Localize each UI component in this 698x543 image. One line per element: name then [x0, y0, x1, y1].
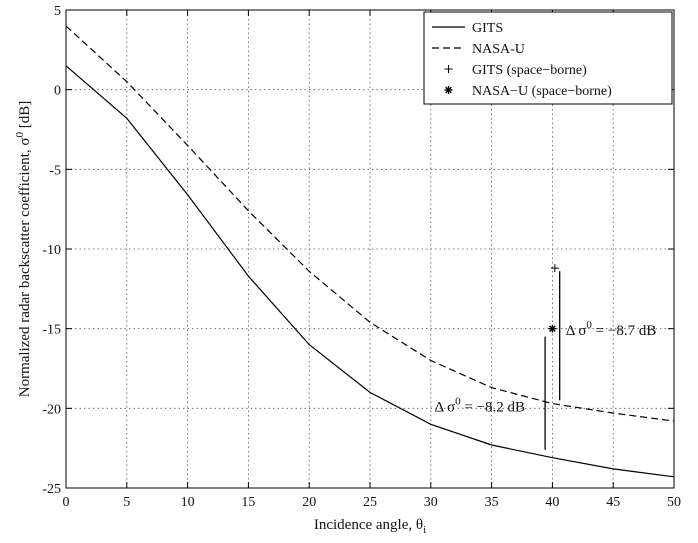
- legend-box: [423, 11, 673, 105]
- axis-ticks: [65, 9, 675, 489]
- y-tick-label: -5: [49, 163, 61, 178]
- x-tick-label: 20: [302, 495, 316, 510]
- y-tick-label: 5: [54, 4, 61, 19]
- legend-entry-nasa-u-space-borne: NASA−U (space−borne): [444, 84, 612, 99]
- legend-entry-gits: GITS: [432, 21, 503, 36]
- marker-stroke: [445, 86, 452, 94]
- x-tick-label: 10: [181, 495, 195, 510]
- x-tick-label: 30: [424, 495, 438, 510]
- y-tick-label: -15: [42, 323, 61, 338]
- legend-entry-nasa-u: NASA-U: [432, 42, 525, 57]
- series-nasa-u-space-borne-point: [548, 324, 557, 333]
- y-axis-label: Normalized radar backscatter coefficient…: [14, 101, 33, 398]
- legend-entry-gits-space-borne: GITS (space−borne): [444, 63, 587, 78]
- x-tick-label: 0: [63, 495, 70, 510]
- annotations: Δ σ0 = −8.2 dB Δ σ0 = −8.7 dB: [434, 319, 656, 415]
- x-tick-label: 15: [241, 495, 255, 510]
- y-tick-label: -25: [42, 482, 61, 497]
- x-axis-label: Incidence angle, θi: [314, 517, 426, 536]
- legend-label: NASA-U: [472, 42, 525, 57]
- series-gits-space-borne-point: [550, 264, 559, 273]
- series-layer: [65, 25, 675, 478]
- y-tick-label: -20: [42, 402, 61, 417]
- x-tick-label: 50: [667, 495, 681, 510]
- x-tick-label: 5: [123, 495, 130, 510]
- marker-stroke: [549, 325, 556, 332]
- legend-label: GITS: [472, 21, 503, 36]
- x-tick-label: 35: [485, 495, 499, 510]
- legend-swatch: [444, 65, 453, 73]
- delta-annotation: Δ σ0 = −8.2 dB: [434, 396, 525, 416]
- legend-label: NASA−U (space−borne): [472, 84, 612, 99]
- delta-annotation: Δ σ0 = −8.7 dB: [566, 319, 657, 339]
- series-gits-line: [65, 65, 675, 478]
- legend-label: GITS (space−borne): [472, 63, 587, 78]
- grid-lines: [66, 10, 674, 488]
- y-tick-label: 0: [54, 84, 61, 99]
- legend: GITS NASA-U GITS (space−borne) NASA−U (spac…: [423, 11, 673, 105]
- delta-bars: [544, 271, 561, 450]
- x-tick-label: 40: [545, 495, 559, 510]
- y-tick-label: -10: [42, 243, 61, 258]
- plot-frame: [65, 9, 675, 489]
- x-tick-label: 25: [363, 495, 377, 510]
- x-tick-label: 45: [606, 495, 620, 510]
- legend-swatch: [444, 86, 453, 94]
